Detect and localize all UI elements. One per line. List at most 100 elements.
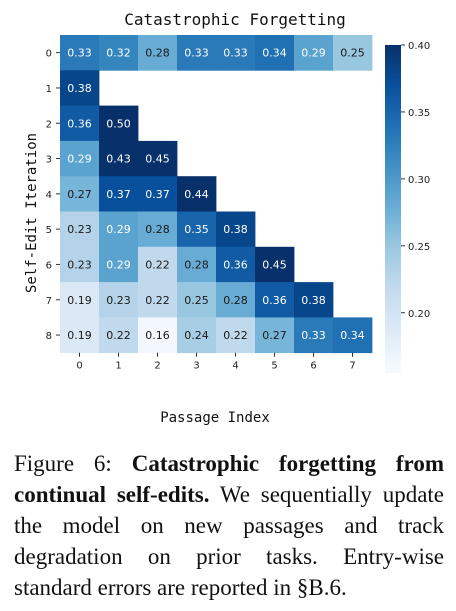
cell-value-label: 0.29 (67, 153, 92, 166)
heatmap-cell (138, 176, 178, 212)
cell-value-label: 0.43 (106, 153, 131, 166)
x-tick-label: 4 (232, 361, 238, 372)
colorbar-tick-label: 0.20 (408, 309, 430, 320)
cell-value-label: 0.28 (145, 47, 170, 60)
heatmap-cell (138, 246, 178, 283)
cell-value-label: 0.33 (184, 47, 209, 60)
heatmap-cell (255, 282, 295, 318)
heatmap-cell (99, 176, 139, 212)
colorbar (385, 45, 401, 373)
heatmap-cell (216, 246, 256, 283)
heatmap-cell (177, 35, 217, 71)
cell-value-label: 0.44 (184, 188, 209, 201)
heatmap-cell (138, 282, 178, 318)
cell-value-label: 0.24 (184, 329, 209, 342)
y-tick-label: 4 (46, 190, 52, 201)
heatmap-cell (99, 282, 139, 318)
heatmap-chart: Catastrophic Forgetting 0.33 0.32 0.28 0.33… (24, 10, 430, 426)
cell-value-label: 0.16 (145, 329, 170, 342)
figure-caption: Figure 6: Catastrophic forgetting from c… (14, 448, 444, 603)
heatmap-cell (138, 317, 178, 354)
cell-value-label: 0.23 (67, 258, 92, 271)
heatmap-cell (138, 211, 178, 248)
cell-value-label: 0.38 (301, 294, 326, 307)
x-tick-label: 6 (310, 361, 316, 372)
cell-value-label: 0.28 (145, 223, 170, 236)
heatmap-cell (255, 35, 295, 71)
cell-value-label: 0.36 (67, 117, 92, 130)
cell-value-label: 0.36 (262, 294, 287, 307)
heatmap-cells: 0.33 0.32 0.28 0.33 0.33 0.34 0.29 0.25 0.38 0.36… (60, 35, 373, 354)
heatmap-cell (60, 105, 100, 142)
heatmap-cell (138, 35, 178, 71)
cell-value-label: 0.19 (67, 329, 92, 342)
heatmap-cell (60, 176, 100, 212)
caption-text: We sequentially update the model on new … (14, 482, 444, 600)
colorbar-tick-label: 0.40 (408, 41, 430, 52)
cell-value-label: 0.33 (67, 47, 92, 60)
cell-value-label: 0.32 (106, 47, 131, 60)
heatmap-cell (333, 35, 373, 71)
cell-value-label: 0.29 (301, 47, 326, 60)
heatmap-cell (60, 282, 100, 318)
heatmap-cell (99, 140, 139, 177)
cell-value-label: 0.50 (106, 117, 131, 130)
cell-value-label: 0.25 (340, 47, 365, 60)
heatmap-cell (177, 317, 217, 354)
colorbar-ticks: 0.20 0.25 0.30 0.35 0.40 (401, 41, 430, 320)
cell-value-label: 0.37 (106, 188, 131, 201)
y-tick-label: 2 (46, 119, 52, 130)
heatmap-cell (294, 35, 334, 71)
caption-label: Figure 6: (14, 451, 112, 476)
x-tick-label: 2 (154, 361, 160, 372)
heatmap-cell (60, 246, 100, 283)
heatmap-cell (60, 211, 100, 248)
cell-value-label: 0.19 (67, 294, 92, 307)
heatmap-cell (177, 211, 217, 248)
cell-value-label: 0.28 (223, 294, 248, 307)
cell-value-label: 0.22 (223, 329, 248, 342)
heatmap-cell (177, 176, 217, 212)
heatmap-cell (99, 317, 139, 354)
heatmap-cell (255, 246, 295, 283)
cell-value-label: 0.22 (145, 294, 170, 307)
x-axis-ticks: 0 1 2 3 4 5 6 7 (76, 352, 356, 372)
y-tick-label: 6 (46, 260, 52, 271)
heatmap-cell (333, 317, 373, 354)
cell-value-label: 0.23 (67, 223, 92, 236)
y-tick-label: 1 (46, 84, 52, 95)
cell-value-label: 0.37 (145, 188, 170, 201)
cell-value-label: 0.38 (223, 223, 248, 236)
cell-value-label: 0.29 (106, 223, 131, 236)
y-tick-label: 8 (46, 331, 52, 342)
cell-value-label: 0.29 (106, 258, 131, 271)
heatmap-cell (99, 105, 139, 142)
colorbar-tick-label: 0.25 (408, 242, 430, 253)
cell-value-label: 0.22 (106, 329, 131, 342)
y-axis-ticks: 0 1 2 3 4 5 6 7 8 (46, 49, 60, 342)
cell-value-label: 0.34 (262, 47, 287, 60)
y-tick-label: 3 (46, 155, 52, 166)
heatmap-cell (216, 211, 256, 248)
heatmap-cell (99, 246, 139, 283)
heatmap-cell (60, 317, 100, 354)
heatmap-figure: Catastrophic Forgetting 0.33 0.32 0.28 0.33… (24, 10, 430, 426)
x-tick-label: 1 (115, 361, 121, 372)
x-tick-label: 5 (271, 361, 277, 372)
heatmap-cell (216, 282, 256, 318)
cell-value-label: 0.45 (262, 258, 287, 271)
heatmap-cell (99, 211, 139, 248)
cell-value-label: 0.23 (106, 294, 131, 307)
chart-title: Catastrophic Forgetting (124, 10, 346, 29)
heatmap-cell (138, 140, 178, 177)
colorbar-tick-label: 0.35 (408, 108, 430, 119)
x-tick-label: 0 (76, 361, 82, 372)
heatmap-cell (60, 70, 100, 106)
heatmap-cell (216, 317, 256, 354)
heatmap-cell (216, 35, 256, 71)
cell-value-label: 0.25 (184, 294, 209, 307)
y-tick-label: 7 (46, 296, 52, 307)
heatmap-cell (177, 246, 217, 283)
cell-value-label: 0.33 (301, 329, 326, 342)
x-tick-label: 3 (193, 361, 199, 372)
